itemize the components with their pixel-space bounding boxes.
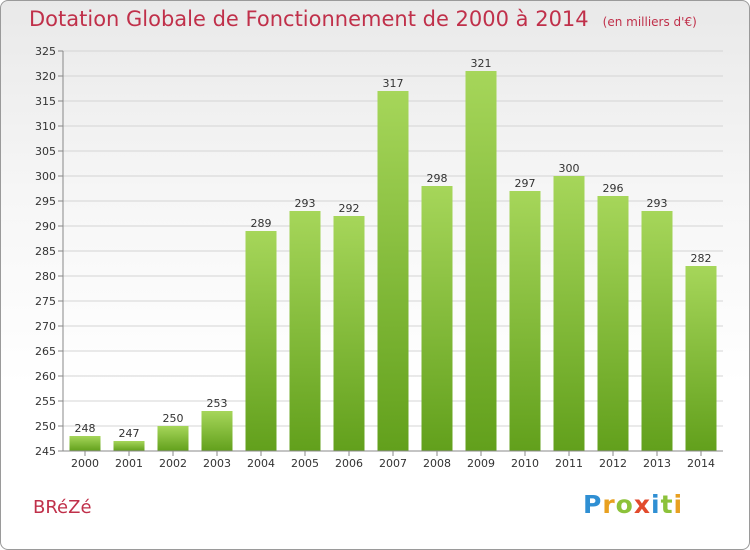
- bar-2002: [157, 426, 189, 451]
- bar-2001: [113, 441, 145, 451]
- logo-letter: P: [583, 490, 603, 519]
- x-tick-label: 2001: [115, 457, 143, 470]
- bar-2011: [553, 176, 585, 451]
- y-tick-label: 285: [35, 245, 56, 258]
- y-tick-label: 270: [35, 320, 56, 333]
- data-label: 300: [559, 162, 580, 175]
- x-tick-label: 2007: [379, 457, 407, 470]
- x-tick-label: 2008: [423, 457, 451, 470]
- data-label: 248: [75, 422, 96, 435]
- x-tick-label: 2009: [467, 457, 495, 470]
- bar-2000: [69, 436, 101, 451]
- chart-subtitle: (en milliers d'€): [602, 15, 697, 29]
- y-tick-label: 310: [35, 120, 56, 133]
- data-label: 298: [427, 172, 448, 185]
- y-tick-label: 300: [35, 170, 56, 183]
- x-tick-label: 2011: [555, 457, 583, 470]
- y-tick-label: 320: [35, 70, 56, 83]
- y-tick-label: 290: [35, 220, 56, 233]
- chart-title: Dotation Globale de Fonctionnement de 20…: [29, 7, 697, 31]
- y-tick-label: 325: [35, 45, 56, 58]
- commune-name: BRéZé: [33, 497, 92, 518]
- x-tick-label: 2013: [643, 457, 671, 470]
- data-label: 317: [383, 77, 404, 90]
- y-tick-label: 260: [35, 370, 56, 383]
- data-label: 321: [471, 57, 492, 70]
- data-label: 282: [691, 252, 712, 265]
- axes: 245 250 255 260 265 270 275 280 285 290 295 300 305 3…: [35, 45, 723, 470]
- x-tick-label: 2014: [687, 457, 715, 470]
- y-tick-label: 275: [35, 295, 56, 308]
- bar-2005: [289, 211, 321, 451]
- x-tick-label: 2005: [291, 457, 319, 470]
- y-tick-label: 280: [35, 270, 56, 283]
- x-tick-label: 2004: [247, 457, 275, 470]
- bar-2010: [509, 191, 541, 451]
- x-tick-label: 2002: [159, 457, 187, 470]
- bar-2007: [377, 91, 409, 451]
- logo-letter: t: [660, 490, 674, 519]
- y-tick-label: 265: [35, 345, 56, 358]
- y-tick-label: 245: [35, 445, 56, 458]
- logo-letter: i: [651, 490, 661, 519]
- y-tick-label: 250: [35, 420, 56, 433]
- bar-2003: [201, 411, 233, 451]
- data-label: 247: [119, 427, 140, 440]
- logo-letter: r: [602, 490, 616, 519]
- y-tick-label: 305: [35, 145, 56, 158]
- y-tick-label: 315: [35, 95, 56, 108]
- data-label: 293: [647, 197, 668, 210]
- chart-title-text: Dotation Globale de Fonctionnement de 20…: [29, 7, 589, 31]
- x-tick-label: 2006: [335, 457, 363, 470]
- bar-2012: [597, 196, 629, 451]
- logo-letter: o: [615, 490, 634, 519]
- bar-2006: [333, 216, 365, 451]
- x-tick-label: 2003: [203, 457, 231, 470]
- bar-2009: [465, 71, 497, 451]
- x-tick-label: 2000: [71, 457, 99, 470]
- data-label: 289: [251, 217, 272, 230]
- x-tick-label: 2012: [599, 457, 627, 470]
- logo-letter: x: [633, 490, 651, 519]
- x-tick-label: 2010: [511, 457, 539, 470]
- bar-2014: [685, 266, 717, 451]
- bar-2008: [421, 186, 453, 451]
- bar-2013: [641, 211, 673, 451]
- data-label: 292: [339, 202, 360, 215]
- data-label: 250: [163, 412, 184, 425]
- data-label: 297: [515, 177, 536, 190]
- y-tick-label: 255: [35, 395, 56, 408]
- bars: 248 247 250 253 289 293 292 317 298 321 297 300 296 2…: [69, 57, 717, 451]
- logo-letter: i: [673, 490, 684, 519]
- proxiti-logo: Proxiti: [583, 490, 683, 519]
- y-tick-label: 295: [35, 195, 56, 208]
- data-label: 293: [295, 197, 316, 210]
- data-label: 296: [603, 182, 624, 195]
- data-label: 253: [207, 397, 228, 410]
- bar-2004: [245, 231, 277, 451]
